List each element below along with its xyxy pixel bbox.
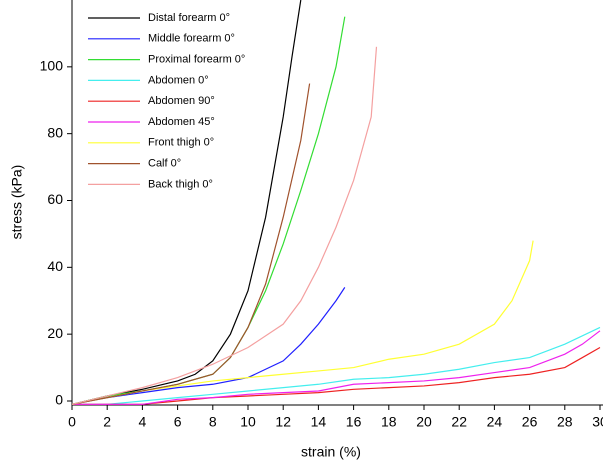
x-tick-label: 4 [139,414,147,430]
x-tick-label: 22 [451,414,467,430]
x-tick-label: 0 [68,414,76,430]
legend-label: Back thigh 0° [148,178,213,190]
series-line [72,347,601,405]
x-tick-label: 18 [381,414,397,430]
x-tick-label: 30 [592,414,603,430]
legend-label: Abdomen 45° [148,116,215,128]
y-tick-label: 80 [47,124,63,140]
x-axis-title: strain (%) [301,444,361,460]
x-tick-label: 6 [174,414,182,430]
series-line [72,287,346,405]
y-tick-label: 100 [40,58,64,74]
series-line [72,83,311,405]
x-tick-label: 8 [209,414,217,430]
legend-label: Front thigh 0° [148,137,214,149]
x-tick-label: 20 [416,414,432,430]
x-tick-label: 10 [240,414,256,430]
x-tick-label: 12 [275,414,291,430]
legend-label: Abdomen 90° [148,95,215,107]
series-line [72,326,601,405]
series-line [72,240,534,405]
legend-label: Abdomen 0° [148,74,209,86]
x-tick-label: 26 [522,414,538,430]
legend-label: Distal forearm 0° [148,12,230,24]
legend-label: Proximal forearm 0° [148,54,245,66]
x-tick-label: 14 [311,414,327,430]
x-tick-label: 2 [103,414,111,430]
y-tick-label: 20 [47,325,63,341]
x-tick-label: 16 [346,414,362,430]
series-line [72,0,302,405]
y-axis-title: stress (kPa) [9,165,25,240]
y-tick-label: 0 [55,392,63,408]
x-tick-label: 24 [487,414,503,430]
legend-label: Calf 0° [148,158,181,170]
legend-label: Middle forearm 0° [148,33,235,45]
series-line [72,46,378,405]
y-tick-label: 60 [47,191,63,207]
x-tick-label: 28 [557,414,573,430]
series-line [72,330,601,405]
y-tick-label: 40 [47,258,63,274]
plot-area [72,0,601,405]
